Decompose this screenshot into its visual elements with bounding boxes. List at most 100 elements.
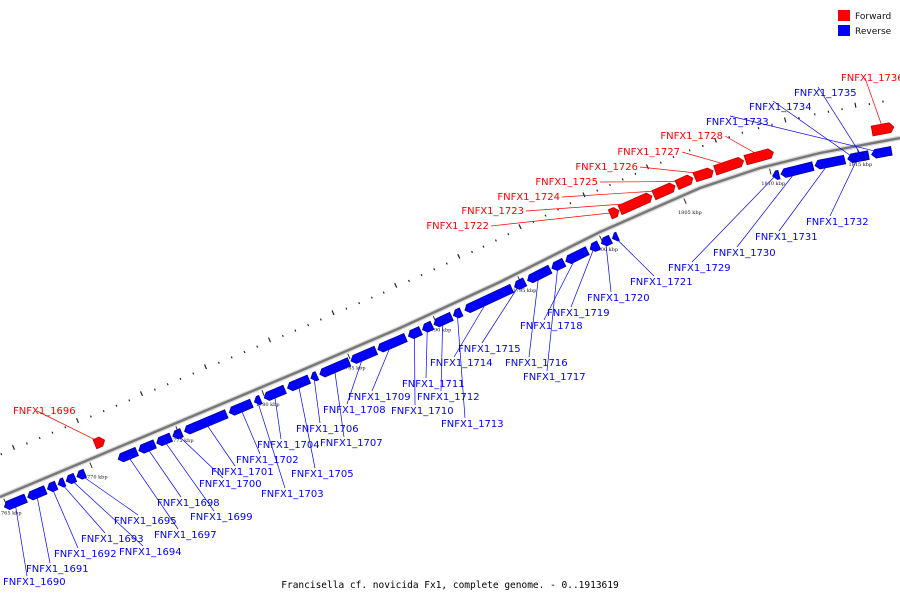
gene-arrow[interactable]: [514, 277, 528, 290]
gene-label[interactable]: FNFX1_1720: [587, 293, 650, 304]
gene-label[interactable]: FNFX1_1723: [461, 206, 524, 217]
gene-label-leader: [334, 368, 345, 438]
gene-arrow[interactable]: [607, 207, 620, 220]
gene-arrow[interactable]: [565, 246, 590, 265]
gene-label[interactable]: FNFX1_1692: [54, 549, 117, 560]
gene-label[interactable]: FNFX1_1703: [261, 489, 324, 500]
gene-arrow[interactable]: [464, 283, 515, 314]
gene-arrow[interactable]: [527, 264, 553, 284]
gene-arrow[interactable]: [3, 493, 28, 511]
scale-tick: [599, 235, 603, 242]
gene-arrow[interactable]: [65, 472, 78, 485]
gene-label[interactable]: FNFX1_1717: [523, 372, 586, 383]
gene-label[interactable]: FNFX1_1729: [668, 263, 731, 274]
gene-label[interactable]: FNFX1_1701: [211, 467, 274, 478]
gene-arrow[interactable]: [138, 439, 157, 454]
gene-label[interactable]: FNFX1_1709: [348, 392, 411, 403]
gene-label[interactable]: FNFX1_1702: [236, 455, 299, 466]
gene-label[interactable]: FNFX1_1706: [296, 424, 359, 435]
gene-arrow[interactable]: [407, 326, 423, 340]
gene-label[interactable]: FNFX1_1734: [749, 102, 812, 113]
scale-tick-label: 1810 kbp: [761, 181, 785, 187]
gene-label[interactable]: FNFX1_1719: [547, 308, 610, 319]
skew-mark: [203, 364, 208, 370]
gene-label[interactable]: FNFX1_1728: [660, 131, 723, 142]
gene-arrow[interactable]: [287, 374, 312, 392]
gene-arrow[interactable]: [600, 234, 614, 247]
gene-arrow[interactable]: [92, 436, 106, 450]
gene-label[interactable]: FNFX1_1698: [157, 498, 220, 509]
skew-mark: [482, 245, 485, 248]
gene-label[interactable]: FNFX1_1732: [806, 217, 869, 228]
gene-arrow[interactable]: [780, 161, 815, 178]
gene-label[interactable]: FNFX1_1725: [535, 177, 598, 188]
gene-arrow[interactable]: [772, 169, 781, 180]
gene-arrow[interactable]: [433, 311, 454, 328]
gene-arrow[interactable]: [859, 151, 866, 161]
gene-arrow[interactable]: [57, 477, 67, 488]
skew-mark: [64, 426, 67, 429]
gene-arrow[interactable]: [713, 156, 745, 176]
gene-label[interactable]: FNFX1_1712: [417, 392, 480, 403]
gene-arrow[interactable]: [172, 428, 184, 440]
gene-label[interactable]: FNFX1_1736: [841, 73, 900, 84]
skew-mark: [11, 444, 16, 450]
gene-label-leader: [817, 86, 863, 157]
gene-arrow[interactable]: [310, 371, 320, 382]
gene-arrow[interactable]: [156, 432, 174, 447]
gene-arrow[interactable]: [611, 231, 620, 242]
skew-mark: [192, 372, 195, 375]
gene-arrow[interactable]: [350, 345, 379, 364]
gene-arrow[interactable]: [851, 152, 858, 163]
gene-label[interactable]: FNFX1_1724: [497, 192, 560, 203]
gene-arrow[interactable]: [743, 148, 774, 166]
gene-label[interactable]: FNFX1_1731: [755, 232, 818, 243]
gene-label[interactable]: FNFX1_1718: [520, 321, 583, 332]
gene-arrow[interactable]: [46, 480, 59, 493]
gene-arrow[interactable]: [117, 446, 139, 463]
gene-label[interactable]: FNFX1_1693: [81, 534, 144, 545]
gene-label[interactable]: FNFX1_1697: [154, 530, 217, 541]
gene-arrow[interactable]: [452, 307, 464, 319]
gene-arrow[interactable]: [674, 174, 694, 190]
gene-label[interactable]: FNFX1_1696: [13, 406, 76, 417]
gene-label[interactable]: FNFX1_1733: [706, 117, 769, 128]
gene-label[interactable]: FNFX1_1705: [291, 469, 354, 480]
gene-arrow[interactable]: [228, 398, 254, 416]
gene-arrow[interactable]: [184, 409, 229, 435]
gene-label[interactable]: FNFX1_1715: [458, 344, 521, 355]
gene-arrow[interactable]: [870, 122, 895, 137]
gene-label[interactable]: FNFX1_1690: [3, 577, 66, 588]
gene-label[interactable]: FNFX1_1700: [199, 479, 262, 490]
gene-label[interactable]: FNFX1_1730: [713, 248, 776, 259]
gene-label[interactable]: FNFX1_1716: [505, 358, 568, 369]
gene-label[interactable]: FNFX1_1691: [26, 564, 89, 575]
gene-arrow[interactable]: [692, 167, 714, 183]
gene-label[interactable]: FNFX1_1707: [320, 438, 383, 449]
gene-label[interactable]: FNFX1_1694: [119, 547, 182, 558]
gene-label[interactable]: FNFX1_1721: [630, 277, 693, 288]
gene-arrow[interactable]: [263, 384, 287, 401]
gene-arrow[interactable]: [814, 154, 847, 170]
gene-label[interactable]: FNFX1_1726: [575, 162, 638, 173]
gene-label[interactable]: FNFX1_1735: [794, 88, 857, 99]
gene-label[interactable]: FNFX1_1699: [190, 512, 253, 523]
gene-label[interactable]: FNFX1_1710: [391, 406, 454, 417]
gene-arrow[interactable]: [76, 468, 87, 480]
gene-arrow[interactable]: [319, 357, 352, 378]
gene-label[interactable]: FNFX1_1713: [441, 419, 504, 430]
gene-label[interactable]: FNFX1_1704: [257, 440, 320, 451]
gene-arrow[interactable]: [617, 192, 653, 216]
gene-label[interactable]: FNFX1_1714: [430, 358, 493, 369]
gene-arrow[interactable]: [871, 146, 893, 159]
gene-label[interactable]: FNFX1_1711: [402, 379, 465, 390]
gene-arrow[interactable]: [589, 240, 602, 252]
gene-label[interactable]: FNFX1_1727: [617, 147, 680, 158]
gene-arrow[interactable]: [377, 333, 408, 353]
gene-label[interactable]: FNFX1_1722: [426, 221, 489, 232]
gene-arrow[interactable]: [651, 182, 676, 201]
gene-label[interactable]: FNFX1_1695: [114, 516, 177, 527]
gene-arrow[interactable]: [27, 485, 48, 501]
gene-arrow[interactable]: [551, 257, 567, 271]
gene-label[interactable]: FNFX1_1708: [323, 405, 386, 416]
